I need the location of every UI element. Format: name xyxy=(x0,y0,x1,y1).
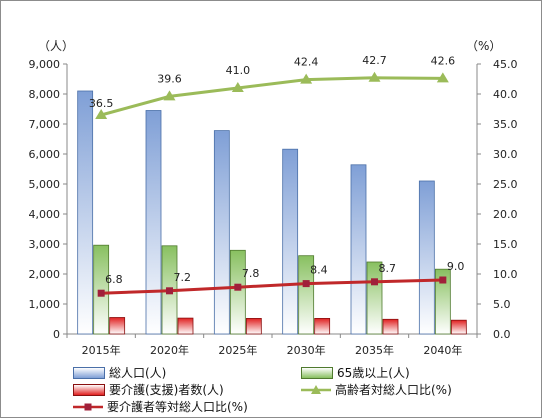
legend-item-total-population: 総人口(人) xyxy=(73,364,166,381)
legend-marker-triangle xyxy=(301,384,331,394)
data-label: 42.6 xyxy=(431,54,456,67)
left-axis-unit: （人） xyxy=(38,39,75,53)
right-tick-label: 0.0 xyxy=(493,328,511,341)
bar-care xyxy=(450,319,467,335)
bar-total xyxy=(418,180,435,335)
data-label: 42.7 xyxy=(362,54,387,67)
point-square xyxy=(439,276,447,284)
legend-label: 65歳以上(人) xyxy=(337,366,410,380)
right-tick-label: 15.0 xyxy=(493,238,518,251)
x-tick-label: 2020年 xyxy=(150,343,189,357)
data-label: 8.4 xyxy=(310,264,328,277)
right-tick-label: 30.0 xyxy=(493,148,518,161)
left-tick-label: 9,000 xyxy=(29,58,61,71)
right-tick-label: 40.0 xyxy=(493,88,518,101)
legend-swatch-green xyxy=(301,366,333,379)
legend-item-care-ratio: 要介護者等対総人口比(%) xyxy=(73,398,248,415)
point-square xyxy=(302,280,310,288)
left-tick-label: 2,000 xyxy=(29,268,61,281)
bar-total xyxy=(350,164,367,335)
data-label: 7.8 xyxy=(242,267,259,280)
bar-care xyxy=(109,317,126,335)
data-label: 7.2 xyxy=(174,271,192,284)
point-square xyxy=(166,287,173,295)
legend-marker-square xyxy=(73,403,103,410)
bar-care xyxy=(245,317,262,335)
left-tick-label: 8,000 xyxy=(29,88,61,101)
right-tick-label: 35.0 xyxy=(493,118,518,131)
point-square xyxy=(371,278,378,286)
legend-item-care-recipients: 要介護(支援)者数(人) xyxy=(73,381,224,398)
left-tick-label: 6,000 xyxy=(29,148,61,161)
right-tick-label: 5.0 xyxy=(493,298,511,311)
data-label: 42.4 xyxy=(294,56,319,69)
left-tick-label: 3,000 xyxy=(29,238,61,251)
data-label: 36.5 xyxy=(89,97,114,110)
bar-care xyxy=(177,317,194,335)
point-square xyxy=(234,283,242,291)
right-tick-label: 10.0 xyxy=(493,268,518,281)
data-label: 41.0 xyxy=(226,64,251,77)
legend-swatch-blue xyxy=(73,366,105,379)
data-label: 8.7 xyxy=(379,262,397,275)
left-tick-label: 1,000 xyxy=(29,298,61,311)
bar-total xyxy=(77,90,94,335)
bar-elderly xyxy=(229,249,246,335)
point-triangle xyxy=(300,73,313,84)
left-tick-label: 5,000 xyxy=(29,178,61,191)
right-axis-unit: （%） xyxy=(466,39,502,53)
point-triangle xyxy=(436,72,449,83)
legend-label: 高齢者対総人口比(%) xyxy=(335,383,452,397)
left-tick-label: 0 xyxy=(53,328,60,341)
legend-label: 総人口(人) xyxy=(109,366,167,380)
data-label: 9.0 xyxy=(447,260,465,273)
legend-item-elderly: 65歳以上(人) xyxy=(301,364,410,381)
x-tick-label: 2030年 xyxy=(287,343,326,357)
right-tick-label: 25.0 xyxy=(493,178,518,191)
left-tick-label: 4,000 xyxy=(29,208,61,221)
point-triangle xyxy=(231,82,244,92)
legend-label: 要介護者等対総人口比(%) xyxy=(107,400,248,414)
legend-item-elderly-ratio: 高齢者対総人口比(%) xyxy=(301,381,452,398)
x-tick-label: 2025年 xyxy=(218,343,257,357)
bar-total xyxy=(282,148,299,335)
x-tick-label: 2015年 xyxy=(82,343,121,357)
line-care-ratio xyxy=(101,278,443,295)
bar-elderly xyxy=(434,268,451,335)
right-tick-label: 45.0 xyxy=(493,58,518,71)
bar-total xyxy=(145,110,162,335)
right-tick-label: 20.0 xyxy=(493,208,518,221)
bar-elderly xyxy=(93,244,110,335)
x-tick-label: 2040年 xyxy=(423,343,462,357)
bar-elderly xyxy=(366,261,383,335)
left-tick-label: 7,000 xyxy=(29,118,61,131)
bar-total xyxy=(213,130,230,335)
bar-care xyxy=(314,317,331,335)
legend-swatch-red xyxy=(73,383,105,396)
legend-label: 要介護(支援)者数(人) xyxy=(109,383,224,397)
line-elderly-ratio xyxy=(100,76,443,117)
data-label: 39.6 xyxy=(157,72,182,85)
x-tick-label: 2035年 xyxy=(355,343,394,357)
bar-elderly xyxy=(298,255,315,335)
point-triangle xyxy=(368,71,381,82)
bar-care xyxy=(382,318,399,335)
data-label: 6.8 xyxy=(105,273,123,286)
point-square xyxy=(97,289,105,297)
point-triangle xyxy=(163,90,176,101)
point-triangle xyxy=(95,109,108,119)
